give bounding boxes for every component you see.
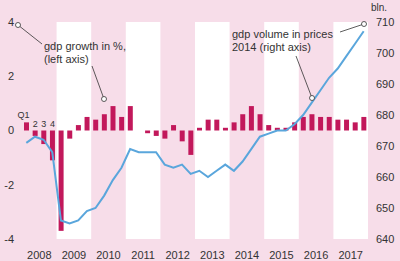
svg-text:2010: 2010: [96, 249, 120, 261]
svg-text:2016: 2016: [304, 249, 328, 261]
svg-text:Q1: Q1: [17, 110, 29, 120]
svg-text:690: 690: [376, 78, 392, 90]
svg-text:4: 4: [50, 119, 55, 129]
svg-text:2014: 2014: [235, 249, 259, 261]
svg-text:2009: 2009: [62, 249, 86, 261]
svg-text:2015: 2015: [269, 249, 293, 261]
svg-text:gdp growth in %,: gdp growth in %,: [44, 40, 126, 52]
svg-text:2013: 2013: [200, 249, 224, 261]
svg-text:3: 3: [41, 119, 46, 129]
svg-text:650: 650: [376, 202, 392, 214]
svg-text:0: 0: [8, 124, 14, 136]
svg-text:gdp volume in prices: gdp volume in prices: [232, 28, 333, 40]
svg-text:-2: -2: [8, 179, 14, 191]
svg-text:680: 680: [376, 109, 392, 121]
svg-text:700: 700: [376, 47, 392, 59]
svg-text:2: 2: [33, 119, 38, 129]
svg-text:660: 660: [376, 171, 392, 183]
svg-text:-4: -4: [8, 233, 14, 245]
svg-text:4: 4: [8, 16, 14, 28]
svg-text:2011: 2011: [131, 249, 155, 261]
svg-text:2012: 2012: [165, 249, 189, 261]
svg-text:2017: 2017: [338, 249, 362, 261]
svg-text:bln.: bln.: [371, 2, 387, 13]
svg-text:640: 640: [376, 233, 392, 245]
svg-text:2008: 2008: [27, 249, 51, 261]
svg-text:(left axis): (left axis): [44, 53, 89, 65]
svg-text:710: 710: [376, 16, 392, 28]
svg-text:670: 670: [376, 140, 392, 152]
svg-text:2014 (right axis): 2014 (right axis): [232, 41, 311, 53]
svg-text:2: 2: [8, 70, 14, 82]
